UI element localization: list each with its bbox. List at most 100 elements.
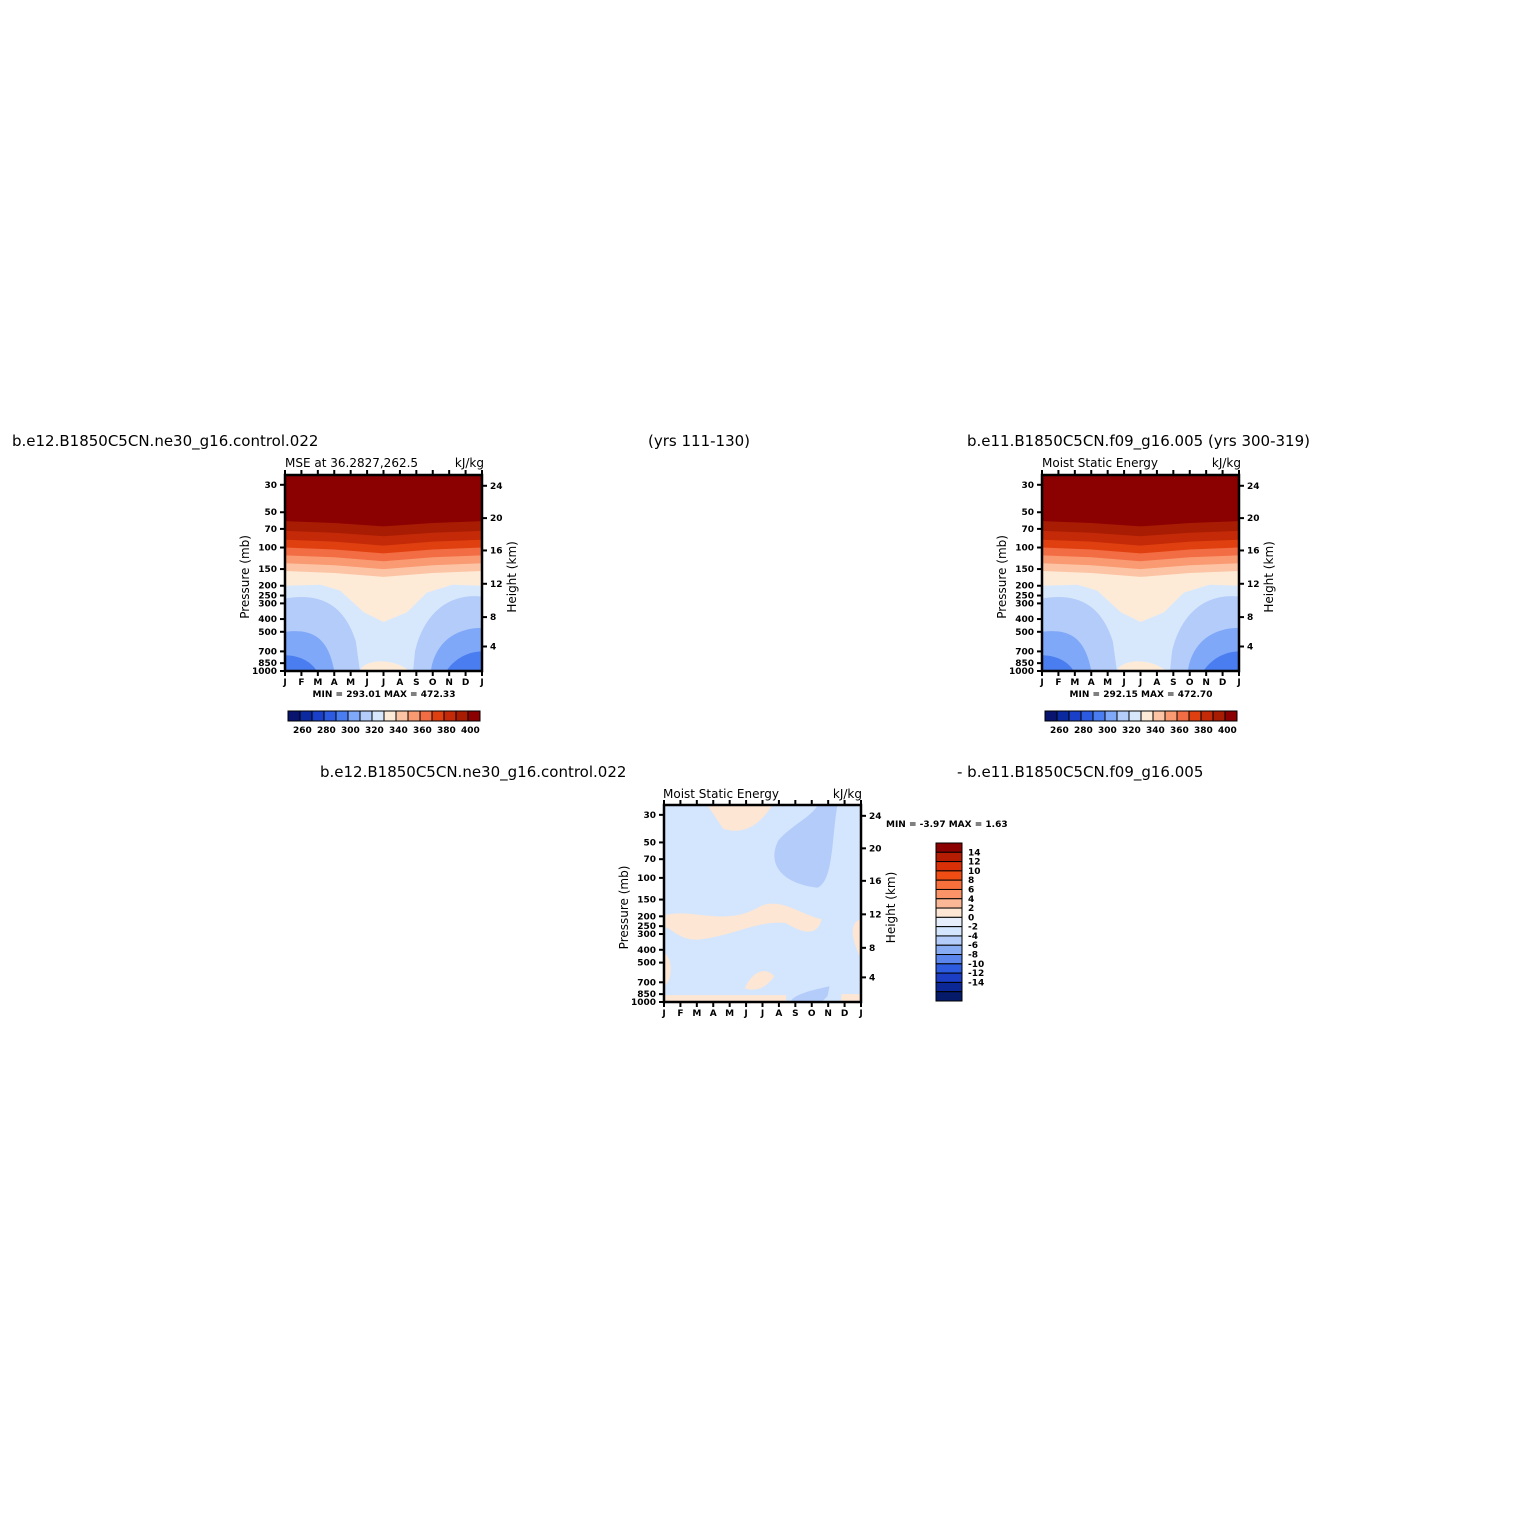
colorbar-swatch [1176,710,1190,722]
band-330-surface [359,661,410,671]
month-tick-label: J [1236,678,1240,688]
pressure-tick-label: 850 [1015,659,1034,669]
month-tick-label: N [445,678,453,688]
pressure-tick-label: 300 [637,930,656,940]
band-0-2-top [707,805,773,831]
month-tick-label: J [364,678,368,688]
center-title: (yrs 111-130) [648,432,750,450]
height-tick-label: 24 [869,812,882,822]
pressure-tick-label: 150 [258,565,277,575]
band-280-right [446,651,482,671]
height-tick-label: 20 [1247,514,1260,524]
colorbar-tick-label: -4 [968,932,978,942]
colorbar-swatch [935,861,963,872]
colorbar-swatch [935,935,963,946]
y-axis-label: Pressure (mb) [995,535,1009,619]
height-tick-label: 24 [490,482,503,492]
colorbar-swatch [1140,710,1154,722]
colorbar-tick-label: 300 [1098,726,1117,736]
pressure-tick-label: 70 [643,855,656,865]
month-tick-label: M [1103,678,1112,688]
band-0-2-right [852,919,861,959]
pressure-tick-label: 150 [1015,565,1034,575]
y-axis-label: Pressure (mb) [238,535,252,619]
pressure-tick-label: 70 [1021,525,1034,535]
band-0-2-surface [664,995,787,1002]
height-tick-label: 24 [1247,482,1260,492]
month-tick-label: A [1088,678,1095,688]
colorbar-swatch [467,710,481,722]
pressure-tick-label: 1000 [252,667,277,677]
y-axis-label: Pressure (mb) [617,866,631,950]
minmax-label: MIN = -3.97 MAX = 1.63 [886,820,1008,830]
colorbar-swatch [1044,710,1058,722]
colorbar-swatch [935,870,963,881]
colorbar-swatch [419,710,433,722]
month-tick-label: A [775,1009,782,1019]
contour-plot: J F M A M J J A S O N D J305070100150200250300400500… [617,800,898,1019]
colorbar-swatch [935,879,963,890]
colorbar-swatch [935,991,963,1002]
month-tick-label: J [1039,678,1043,688]
height-tick-label: 4 [1247,643,1253,653]
colorbar-swatch [455,710,469,722]
band-280-right [1203,651,1239,671]
month-tick-label: S [413,678,419,688]
pressure-tick-label: 850 [258,659,277,669]
panel-title: Moist Static Energy [663,787,779,801]
colorbar-swatch [335,710,349,722]
pressure-tick-label: 150 [637,896,656,906]
panel-units: kJ/kg [833,787,862,801]
month-tick-label: D [841,1009,848,1019]
month-tick-label: J [1121,678,1125,688]
month-tick-label: S [792,1009,798,1019]
colorbar-tick-label: 360 [1170,726,1189,736]
month-tick-label: J [743,1009,747,1019]
colorbar-tick-label: 380 [1194,726,1213,736]
colorbar-tick-label: -6 [968,941,978,951]
colorbar-swatch [323,710,337,722]
left-title: b.e12.B1850C5CN.ne30_g16.control.022 [12,432,318,451]
pressure-tick-label: 300 [258,599,277,609]
colorbar-swatch [1104,710,1118,722]
colorbar: 260 280 300 320 340 360 380 400 [1044,710,1238,736]
pressure-tick-label: 700 [1015,647,1034,657]
month-tick-label: A [396,678,403,688]
pressure-tick-label: 30 [643,811,656,821]
colorbar-tick-label: 12 [968,858,981,868]
pressure-tick-label: 1000 [631,998,656,1008]
colorbar-swatch [1152,710,1166,722]
pressure-tick-label: 200 [258,582,277,592]
colorbar-swatch [935,898,963,909]
colorbar-tick-label: 260 [293,726,312,736]
colorbar-swatch [371,710,385,722]
pressure-tick-label: 400 [637,946,656,956]
colorbar-swatch [935,851,963,863]
colorbar-tick-label: 0 [968,913,974,923]
month-tick-label: D [1219,678,1226,688]
colorbar-swatch [1080,710,1094,722]
month-tick-label: D [462,678,469,688]
month-tick-label: J [479,678,483,688]
month-tick-label: A [710,1009,717,1019]
minmax-label: MIN = 293.01 MAX = 472.33 [313,690,456,700]
y2-axis-label: Height (km) [505,541,519,612]
colorbar-swatch [1164,710,1178,722]
band-280-left [1042,655,1074,671]
colorbar-swatch [1092,710,1106,722]
panel-title: MSE at 36.2827,262.5 [285,456,418,470]
height-tick-label: 8 [1247,613,1253,623]
colorbar-swatch [359,710,373,722]
colorbar-tick-label: 340 [1146,726,1165,736]
y2-axis-label: Height (km) [1262,541,1276,612]
height-tick-label: 8 [490,613,496,623]
month-tick-label: F [677,1009,683,1019]
month-tick-label: A [331,678,338,688]
month-tick-label: M [725,1009,734,1019]
colorbar-swatch [935,907,963,918]
month-tick-label: O [1186,678,1194,688]
panel-units: kJ/kg [1212,456,1241,470]
month-tick-label: O [808,1009,816,1019]
